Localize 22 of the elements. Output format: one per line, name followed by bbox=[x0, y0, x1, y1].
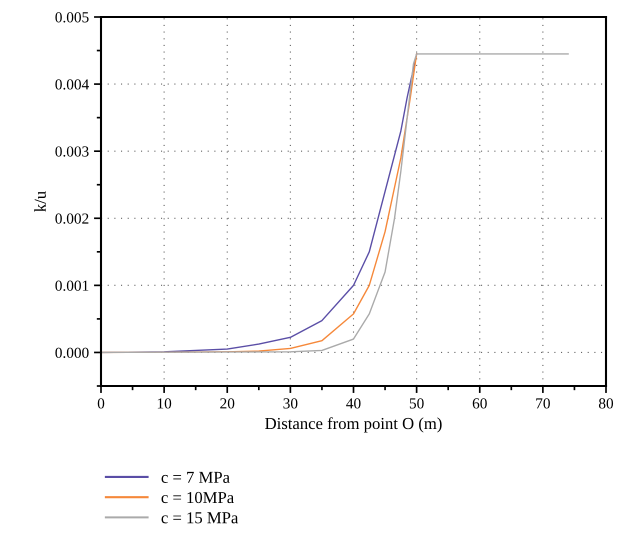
line-series bbox=[101, 53, 418, 354]
x-tick-label: 80 bbox=[598, 398, 614, 409]
x-tick-label: 10 bbox=[158, 398, 172, 409]
y-tick-label: 0.002 bbox=[55, 213, 88, 224]
x-tick-label: 20 bbox=[220, 398, 234, 409]
x-tick-label: 0 bbox=[98, 398, 104, 409]
x-tick-label: 50 bbox=[410, 398, 424, 409]
y-tick-label: 0.003 bbox=[55, 146, 89, 157]
x-tick-label: 40 bbox=[346, 398, 361, 409]
x-axis-title: Distance from point O (m) bbox=[265, 417, 442, 432]
y-tick-label: 0.000 bbox=[55, 348, 89, 358]
x-tick-label: 30 bbox=[283, 398, 298, 409]
y-axis-title: k/u bbox=[34, 191, 46, 212]
line-series bbox=[101, 53, 569, 354]
y-tick-label: 0.001 bbox=[55, 280, 88, 291]
x-tick-label: 60 bbox=[472, 398, 487, 409]
y-tick-label: 0.004 bbox=[55, 79, 89, 90]
legend-label: c = 7 MPa bbox=[162, 472, 230, 483]
y-tick-label: 0.005 bbox=[55, 12, 89, 23]
legend-label: c = 10MPa bbox=[162, 492, 234, 504]
legend-label: c = 15 MPa bbox=[162, 512, 238, 524]
x-tick-label: 70 bbox=[536, 398, 550, 409]
